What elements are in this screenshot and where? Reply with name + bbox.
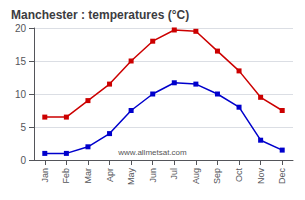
svg-text:Oct: Oct xyxy=(234,168,244,183)
svg-text:Manchester : temperatures (°C): Manchester : temperatures (°C) xyxy=(11,8,189,22)
svg-text:10: 10 xyxy=(15,89,27,100)
svg-text:Jun: Jun xyxy=(148,168,158,183)
svg-text:Nov: Nov xyxy=(256,168,266,185)
svg-text:0: 0 xyxy=(20,155,26,166)
svg-text:Sep: Sep xyxy=(212,168,222,184)
svg-text:May: May xyxy=(126,168,136,186)
svg-text:Feb: Feb xyxy=(61,168,71,184)
svg-text:15: 15 xyxy=(15,56,27,67)
svg-text:Jan: Jan xyxy=(40,168,50,183)
svg-text:Dec: Dec xyxy=(277,168,287,185)
svg-text:www.allmetsat.com: www.allmetsat.com xyxy=(117,148,187,157)
svg-text:Jul: Jul xyxy=(169,168,179,180)
svg-text:5: 5 xyxy=(20,122,26,133)
svg-text:Mar: Mar xyxy=(83,168,93,184)
svg-text:20: 20 xyxy=(15,23,27,34)
svg-text:Aug: Aug xyxy=(191,168,201,184)
svg-text:Apr: Apr xyxy=(105,168,115,182)
